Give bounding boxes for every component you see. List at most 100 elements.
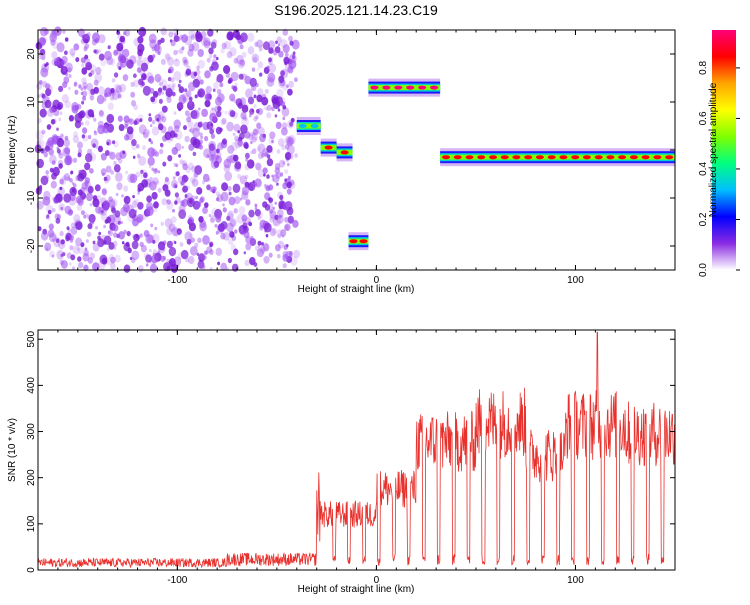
spectrogram-noise-cell bbox=[278, 215, 282, 219]
spectrogram-noise-cell bbox=[218, 106, 223, 111]
spectrogram-noise-cell bbox=[271, 174, 274, 178]
spectrogram-noise-cell bbox=[129, 173, 138, 184]
spectrogram-noise-cell bbox=[272, 218, 279, 227]
spectrogram-noise-cell bbox=[101, 187, 107, 194]
spectrogram-noise-cell bbox=[188, 143, 195, 151]
spectrogram-peak bbox=[489, 155, 497, 160]
spectrogram-noise-cell bbox=[264, 151, 268, 156]
spectrogram-peak bbox=[547, 155, 556, 160]
spectrogram-noise-cell bbox=[202, 235, 210, 245]
spectrogram-noise-cell bbox=[138, 26, 147, 37]
spectrogram-noise-cell bbox=[202, 206, 208, 214]
spectrogram-noise-cell bbox=[215, 126, 222, 135]
spectrogram-noise-cell bbox=[152, 54, 156, 59]
spectrogram-noise-cell bbox=[120, 221, 123, 224]
spectrogram-noise-cell bbox=[93, 79, 99, 86]
spectrogram-noise-cell bbox=[280, 101, 286, 107]
spectrogram-noise-cell bbox=[178, 79, 182, 84]
spectrogram-noise-cell bbox=[213, 160, 220, 168]
spectrogram-noise-cell bbox=[150, 124, 153, 128]
spectrogram-noise-cell bbox=[260, 152, 265, 158]
snr-series-line bbox=[37, 331, 676, 569]
spectrogram-noise-cell bbox=[45, 215, 50, 220]
spectrogram-peak bbox=[406, 85, 415, 90]
spectrogram-noise-cell bbox=[68, 74, 72, 78]
spectrogram-noise-cell bbox=[187, 162, 194, 171]
spectrogram-noise-cell bbox=[255, 108, 260, 114]
spectrogram-noise-cell bbox=[108, 242, 115, 250]
spectrogram-noise-cell bbox=[271, 139, 274, 144]
spectrogram-noise-cell bbox=[251, 84, 257, 92]
spectrogram-noise-cell bbox=[139, 118, 143, 123]
spectrogram-noise-cell bbox=[81, 63, 85, 68]
spectrogram-noise-cell bbox=[145, 206, 154, 217]
spectrogram-noise-cell bbox=[147, 147, 156, 158]
spectrogram-peak bbox=[594, 155, 603, 160]
spectrogram-band-inner bbox=[348, 238, 369, 244]
spectrogram-noise-cell bbox=[39, 108, 47, 118]
spectrogram-noise-cell bbox=[280, 229, 287, 237]
spectrogram-noise-cell bbox=[89, 203, 93, 207]
spectrogram-noise-cell bbox=[256, 122, 262, 129]
spectrogram-noise-cell bbox=[40, 149, 45, 154]
spectrogram-noise-cell bbox=[72, 266, 75, 270]
spectrogram-noise-cell bbox=[80, 210, 85, 216]
spectrogram-peak bbox=[430, 85, 439, 90]
spectrogram-noise-cell bbox=[115, 85, 123, 94]
spectrogram-noise-cell bbox=[240, 124, 248, 134]
spectrogram-noise-cell bbox=[68, 262, 72, 266]
spectrogram-noise-cell bbox=[182, 56, 188, 64]
spectrogram-noise-cell bbox=[78, 247, 84, 255]
spectrogram-noise-cell bbox=[202, 173, 210, 183]
spectrogram-noise-cell bbox=[170, 77, 175, 83]
spectrogram-noise-cell bbox=[161, 79, 167, 86]
spectrogram-noise-cell bbox=[256, 248, 264, 258]
spectrogram-noise-cell bbox=[287, 119, 295, 129]
spectrogram-noise-cell bbox=[219, 82, 224, 88]
spectrogram-noise-cell bbox=[69, 178, 73, 183]
spectrogram-noise-cell bbox=[271, 178, 275, 182]
spectrogram-noise-cell bbox=[282, 263, 287, 269]
spectrogram-noise-cell bbox=[216, 151, 222, 158]
spectrogram-noise-cell bbox=[80, 91, 84, 95]
spectrogram-noise-cell bbox=[174, 200, 178, 205]
spectrogram-noise-cell bbox=[175, 130, 183, 140]
spectrogram-noise-cell bbox=[74, 104, 80, 111]
spectrogram-noise-cell bbox=[188, 96, 193, 102]
spectrogram-noise-cell bbox=[89, 218, 95, 225]
spectrogram-noise-cell bbox=[175, 171, 180, 177]
spectrogram-noise-cell bbox=[151, 167, 155, 172]
spectrogram-noise-cell bbox=[52, 196, 60, 205]
spectrogram-noise-cell bbox=[65, 72, 68, 77]
spectrogram-noise-cell bbox=[73, 43, 80, 51]
spectrogram-noise-cell bbox=[263, 106, 267, 110]
spectrogram-noise-cell bbox=[203, 37, 211, 47]
spectrogram-noise-cell bbox=[257, 152, 264, 160]
spectrogram-noise-cell bbox=[252, 180, 256, 184]
spectrogram-noise-cell bbox=[263, 173, 266, 177]
colorbar-tick-label: 0.8 bbox=[698, 61, 709, 75]
spectrogram-noise-cell bbox=[281, 122, 288, 130]
spectrogram-noise-cell bbox=[162, 184, 169, 192]
x-tick-label: 0 bbox=[374, 275, 380, 286]
spectrogram-noise-cell bbox=[50, 180, 57, 189]
spectrogram-noise-cell bbox=[286, 181, 292, 189]
spectrogram-noise-cell bbox=[200, 135, 204, 140]
spectrogram-noise-cell bbox=[133, 233, 140, 242]
spectrogram-noise-cell bbox=[154, 151, 160, 157]
spectrogram-noise-cell bbox=[217, 142, 224, 151]
spectrogram-noise-cell bbox=[67, 229, 72, 235]
spectrogram-noise-cell bbox=[187, 255, 195, 265]
spectrogram-noise-cell bbox=[123, 195, 131, 205]
spectrogram-noise-cell bbox=[180, 249, 189, 260]
spectrogram-noise-cell bbox=[245, 217, 252, 225]
spectrogram-noise-cell bbox=[234, 138, 242, 149]
spectrogram-noise-cell bbox=[85, 61, 93, 71]
y-tick-label: 300 bbox=[26, 423, 37, 440]
spectrogram-noise-cell bbox=[234, 135, 240, 142]
spectrogram-noise-cell bbox=[94, 73, 103, 83]
spectrogram-noise-cell bbox=[56, 148, 61, 154]
spectrogram-noise-cell bbox=[69, 234, 74, 241]
spectrogram-noise-cell bbox=[241, 229, 244, 233]
